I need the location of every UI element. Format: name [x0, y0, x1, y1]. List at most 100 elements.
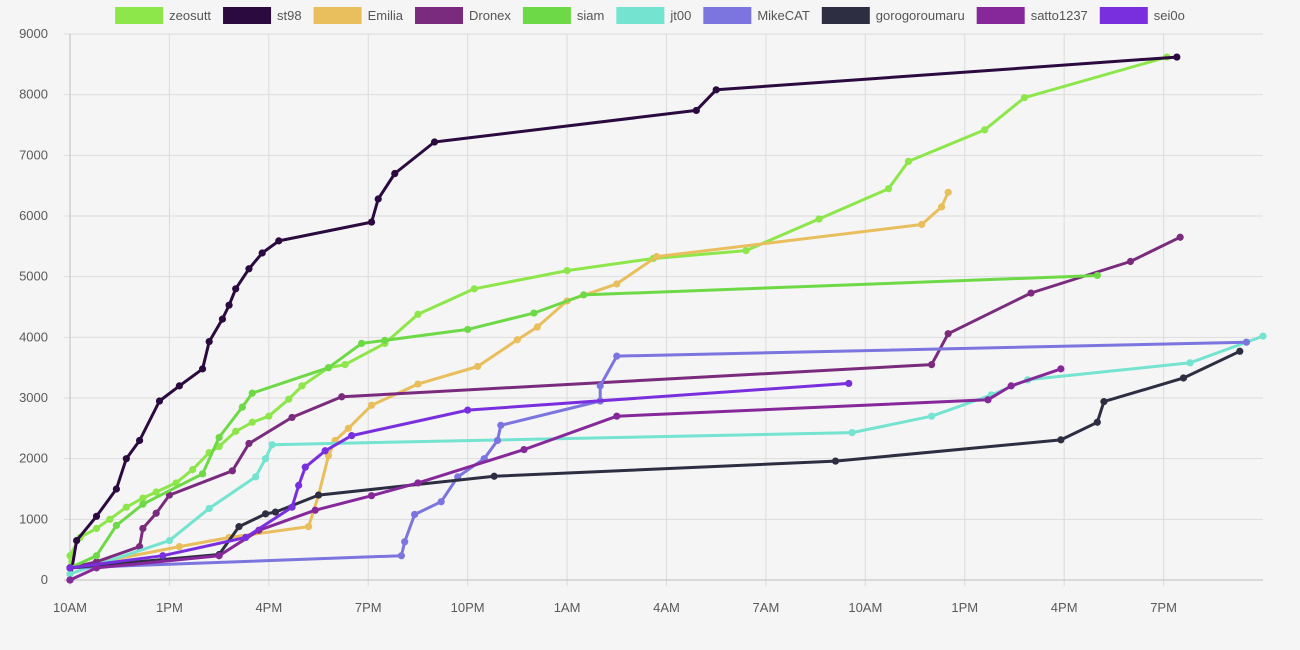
data-point[interactable] [831, 457, 840, 465]
data-point[interactable] [397, 552, 405, 560]
data-point[interactable] [275, 237, 283, 245]
data-point[interactable] [205, 337, 213, 346]
data-point[interactable] [414, 310, 422, 318]
data-point[interactable] [232, 427, 240, 435]
legend-item-mikecat[interactable]: MikeCAT [703, 7, 810, 24]
data-point[interactable] [391, 169, 399, 178]
data-point[interactable] [261, 455, 270, 463]
data-point[interactable] [613, 352, 621, 360]
data-point[interactable] [493, 436, 502, 445]
legend-item-st98[interactable]: st98 [223, 7, 302, 24]
data-point[interactable] [251, 473, 260, 481]
data-point[interactable] [215, 552, 223, 560]
data-point[interactable] [845, 379, 853, 388]
data-point[interactable] [613, 280, 621, 288]
data-point[interactable] [301, 463, 309, 471]
legend-item-emilia[interactable]: Emilia [313, 7, 404, 24]
data-point[interactable] [470, 285, 478, 293]
data-point[interactable] [258, 249, 266, 257]
data-point[interactable] [401, 538, 409, 546]
data-point[interactable] [285, 395, 293, 403]
data-point[interactable] [338, 393, 346, 401]
data-point[interactable] [580, 291, 588, 299]
data-point[interactable] [1020, 94, 1028, 102]
data-point[interactable] [175, 543, 183, 551]
data-point[interactable] [848, 428, 856, 437]
data-point[interactable] [497, 421, 505, 429]
data-point[interactable] [66, 552, 74, 560]
data-point[interactable] [381, 336, 389, 344]
data-point[interactable] [288, 413, 296, 422]
data-point[interactable] [298, 382, 306, 390]
data-point[interactable] [1186, 359, 1194, 367]
legend-item-gorogoroumaru[interactable]: gorogoroumaru [821, 7, 965, 24]
data-point[interactable] [367, 218, 376, 226]
legend-item-dronex[interactable]: Dronex [415, 7, 511, 24]
data-point[interactable] [139, 500, 147, 508]
data-point[interactable] [712, 86, 720, 94]
data-point[interactable] [374, 195, 382, 203]
data-point[interactable] [1176, 233, 1184, 241]
data-point[interactable] [1093, 271, 1101, 280]
data-point[interactable] [165, 536, 174, 545]
data-point[interactable] [437, 498, 445, 506]
data-point[interactable] [175, 382, 183, 390]
data-point[interactable] [596, 382, 604, 390]
data-point[interactable] [228, 467, 236, 475]
data-point[interactable] [238, 403, 246, 411]
data-point[interactable] [928, 412, 936, 420]
data-point[interactable] [248, 418, 256, 426]
data-point[interactable] [198, 365, 207, 373]
data-point[interactable] [411, 510, 419, 519]
data-point[interactable] [152, 488, 160, 496]
data-point[interactable] [122, 503, 130, 511]
data-point[interactable] [1093, 418, 1101, 426]
data-point[interactable] [288, 503, 296, 511]
data-point[interactable] [295, 481, 303, 489]
data-point[interactable] [533, 323, 541, 331]
data-point[interactable] [66, 564, 74, 572]
data-point[interactable] [268, 441, 276, 449]
legend-item-siam[interactable]: siam [522, 7, 604, 24]
data-point[interactable] [367, 401, 376, 409]
data-point[interactable] [884, 185, 893, 193]
data-point[interactable] [944, 188, 952, 196]
data-point[interactable] [1057, 365, 1065, 373]
data-point[interactable] [261, 510, 270, 518]
data-point[interactable] [248, 389, 256, 397]
data-point[interactable] [311, 506, 319, 514]
data-point[interactable] [271, 508, 280, 516]
data-point[interactable] [112, 485, 120, 493]
data-point[interactable] [984, 396, 992, 404]
data-point[interactable] [530, 309, 538, 317]
data-point[interactable] [692, 106, 700, 115]
data-point[interactable] [464, 325, 472, 334]
data-point[interactable] [232, 285, 240, 293]
data-point[interactable] [112, 521, 120, 530]
data-point[interactable] [66, 576, 74, 584]
data-point[interactable] [904, 157, 913, 165]
data-point[interactable] [1259, 332, 1267, 340]
data-point[interactable] [937, 203, 946, 211]
legend-item-sei0o[interactable]: sei0o [1099, 7, 1185, 24]
data-point[interactable] [139, 524, 147, 533]
data-point[interactable] [235, 523, 243, 531]
data-point[interactable] [155, 397, 164, 405]
data-point[interactable] [106, 515, 114, 523]
data-point[interactable] [563, 267, 571, 275]
data-point[interactable] [1173, 53, 1181, 61]
legend-item-jt00[interactable]: jt00 [616, 7, 691, 24]
data-point[interactable] [215, 433, 223, 442]
data-point[interactable] [1027, 289, 1035, 297]
data-point[interactable] [944, 330, 952, 338]
data-point[interactable] [815, 215, 823, 223]
data-point[interactable] [414, 380, 422, 388]
data-point[interactable] [198, 470, 207, 478]
data-point[interactable] [135, 436, 144, 445]
data-point[interactable] [218, 315, 227, 323]
data-point[interactable] [430, 138, 439, 146]
data-point[interactable] [1057, 436, 1065, 444]
data-point[interactable] [92, 524, 101, 533]
data-point[interactable] [66, 570, 74, 578]
data-point[interactable] [1179, 374, 1188, 382]
